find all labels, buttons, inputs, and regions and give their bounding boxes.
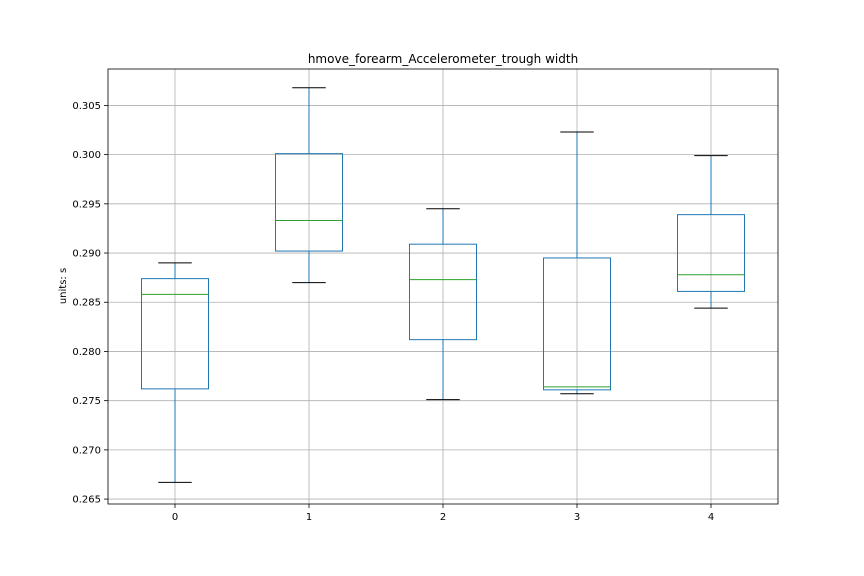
y-axis-ticks: 0.265 0.270 0.275 0.280 0.285 0.290 0.295 0.300…: [72, 101, 108, 506]
y-tick-label: 0.295: [72, 199, 101, 210]
x-tick-label: 4: [708, 512, 714, 523]
box-3: [543, 131, 611, 395]
iqr-box: [275, 153, 343, 252]
y-tick-label: 0.280: [72, 347, 101, 358]
iqr-box: [141, 278, 209, 390]
x-tick-label: 2: [440, 512, 446, 523]
box-1: [275, 87, 343, 284]
box-2: [409, 208, 477, 401]
iqr-box: [543, 257, 611, 391]
y-tick-label: 0.270: [72, 445, 101, 456]
y-tick-label: 0.265: [72, 495, 101, 506]
box-4: [677, 155, 745, 309]
box-0: [141, 262, 209, 483]
y-tick-label: 0.290: [72, 249, 101, 260]
iqr-box: [677, 214, 745, 292]
x-tick-label: 1: [306, 512, 312, 523]
x-tick-label: 3: [574, 512, 580, 523]
x-tick-label: 0: [172, 512, 178, 523]
x-axis-ticks: 0 1 2 3 4: [172, 504, 714, 523]
y-tick-label: 0.300: [72, 150, 101, 161]
y-tick-label: 0.275: [72, 396, 101, 407]
box-series: [141, 87, 745, 483]
y-axis-label: units: s: [58, 268, 69, 304]
chart-title: hmove_forearm_Accelerometer_trough width: [308, 52, 578, 66]
y-tick-label: 0.305: [72, 101, 101, 112]
y-tick-label: 0.285: [72, 298, 101, 309]
iqr-box: [409, 243, 477, 341]
